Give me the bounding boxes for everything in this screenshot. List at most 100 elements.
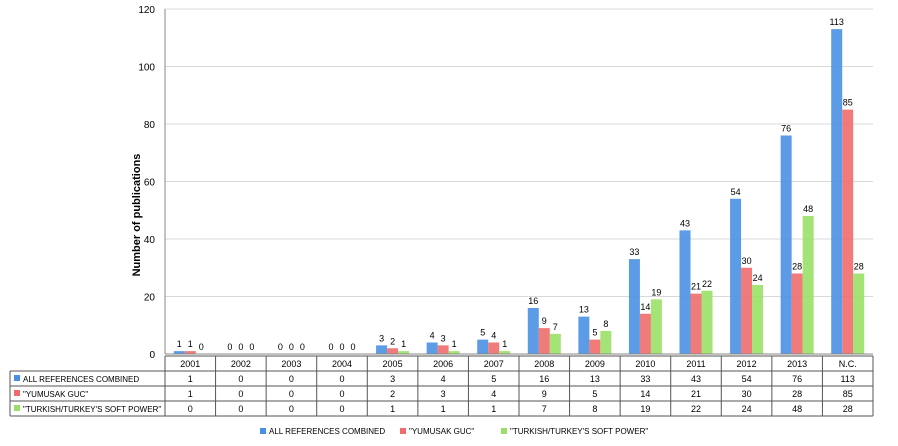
legend-key	[400, 428, 406, 434]
table-cell: 0	[238, 374, 243, 384]
legend: ALL REFERENCES COMBINED "YUMUSAK GUC" "TUR…	[260, 427, 648, 436]
x-tick-label: 2009	[585, 359, 605, 369]
data-label: 0	[199, 342, 204, 352]
x-tick-label: 2004	[332, 359, 352, 369]
data-label: 0	[238, 342, 243, 352]
data-label: 0	[328, 342, 333, 352]
data-label: 21	[691, 282, 701, 292]
bar	[387, 348, 399, 354]
data-label: 0	[339, 342, 344, 352]
bar	[499, 351, 511, 354]
bar	[488, 342, 500, 354]
bars-layer	[173, 29, 865, 354]
data-label: 28	[854, 262, 864, 272]
table-cell: 1	[441, 404, 446, 414]
table-cell: 4	[491, 389, 496, 399]
data-label: 5	[592, 328, 597, 338]
data-label: 0	[350, 342, 355, 352]
data-label: 1	[177, 339, 182, 349]
data-label: 1	[452, 339, 457, 349]
table-cell: 2	[390, 389, 395, 399]
bar	[650, 299, 662, 354]
table-legend-key	[14, 405, 20, 411]
data-label: 113	[830, 17, 844, 27]
table-cell: 0	[289, 404, 294, 414]
bar	[741, 267, 753, 354]
table-cell: 16	[539, 374, 549, 384]
bar	[639, 313, 651, 354]
table-cell: 24	[742, 404, 752, 414]
table-cell: 0	[238, 389, 243, 399]
data-label: 0	[300, 342, 305, 352]
data-label: 8	[603, 319, 608, 329]
x-tick-label: 2012	[737, 359, 757, 369]
x-tick-label: 2010	[635, 359, 655, 369]
table-cell: 54	[742, 374, 752, 384]
bar	[628, 259, 640, 354]
table-cell: 1	[188, 389, 193, 399]
data-label: 43	[680, 218, 690, 228]
data-label: 16	[528, 296, 538, 306]
data-table: 2001 2002 2003 2004 2005 2006 2007 2008 2009 2010…	[9, 355, 874, 417]
bar	[184, 351, 196, 354]
bar	[679, 230, 691, 354]
table-cell: 113	[841, 374, 855, 384]
table-cell: 48	[792, 404, 802, 414]
bar	[477, 339, 489, 354]
x-tick-label: 2005	[383, 359, 403, 369]
bar	[376, 345, 388, 354]
data-label: 0	[249, 342, 254, 352]
data-label: 22	[702, 279, 712, 289]
data-label: 0	[227, 342, 232, 352]
legend-label: ALL REFERENCES COMBINED	[269, 427, 385, 436]
bar	[791, 273, 803, 354]
table-legend-key	[14, 390, 20, 396]
x-tick-label: 2001	[180, 359, 200, 369]
y-tick-label: 60	[144, 178, 156, 189]
table-cell: 1	[491, 404, 496, 414]
table-cell: 0	[339, 374, 344, 384]
table-cell: 13	[590, 374, 600, 384]
data-label: 24	[753, 273, 763, 283]
table-series-name: ALL REFERENCES COMBINED	[23, 375, 139, 384]
table-cell: 30	[742, 389, 752, 399]
table-cell: 1	[390, 404, 395, 414]
bar	[426, 342, 438, 354]
data-label: 19	[651, 287, 661, 297]
bar	[437, 345, 449, 354]
legend-label: "YUMUSAK GUC"	[409, 427, 474, 436]
bar	[538, 328, 550, 354]
bar	[831, 29, 843, 354]
bar	[780, 135, 792, 354]
data-label: 7	[553, 322, 558, 332]
data-label: 54	[731, 187, 741, 197]
y-tick-label: 80	[144, 120, 156, 131]
bar	[752, 285, 764, 354]
data-label: 3	[379, 333, 384, 343]
data-label: 30	[742, 256, 752, 266]
legend-label: "TURKISH/TURKEY'S SOFT POWER"	[510, 427, 648, 436]
bar	[448, 351, 460, 354]
data-label: 1	[502, 339, 507, 349]
table-cell: 28	[843, 404, 853, 414]
x-tick-label: 2008	[534, 359, 554, 369]
data-label: 85	[843, 98, 853, 108]
data-label: 14	[640, 302, 650, 312]
table-cell: 5	[592, 389, 597, 399]
grid-layer	[165, 8, 873, 297]
bar	[802, 216, 814, 354]
bar	[549, 333, 561, 354]
x-tick-label: 2013	[787, 359, 807, 369]
y-tick-label: 120	[138, 5, 155, 16]
data-label: 13	[579, 305, 589, 315]
table-cell: 8	[592, 404, 597, 414]
x-tick-label: 2007	[484, 359, 504, 369]
table-cell: 76	[792, 374, 802, 384]
x-tick-label: N.C.	[839, 359, 857, 369]
table-cell: 19	[640, 404, 650, 414]
data-label: 76	[781, 124, 791, 134]
bar	[701, 290, 713, 354]
data-label: 28	[792, 262, 802, 272]
